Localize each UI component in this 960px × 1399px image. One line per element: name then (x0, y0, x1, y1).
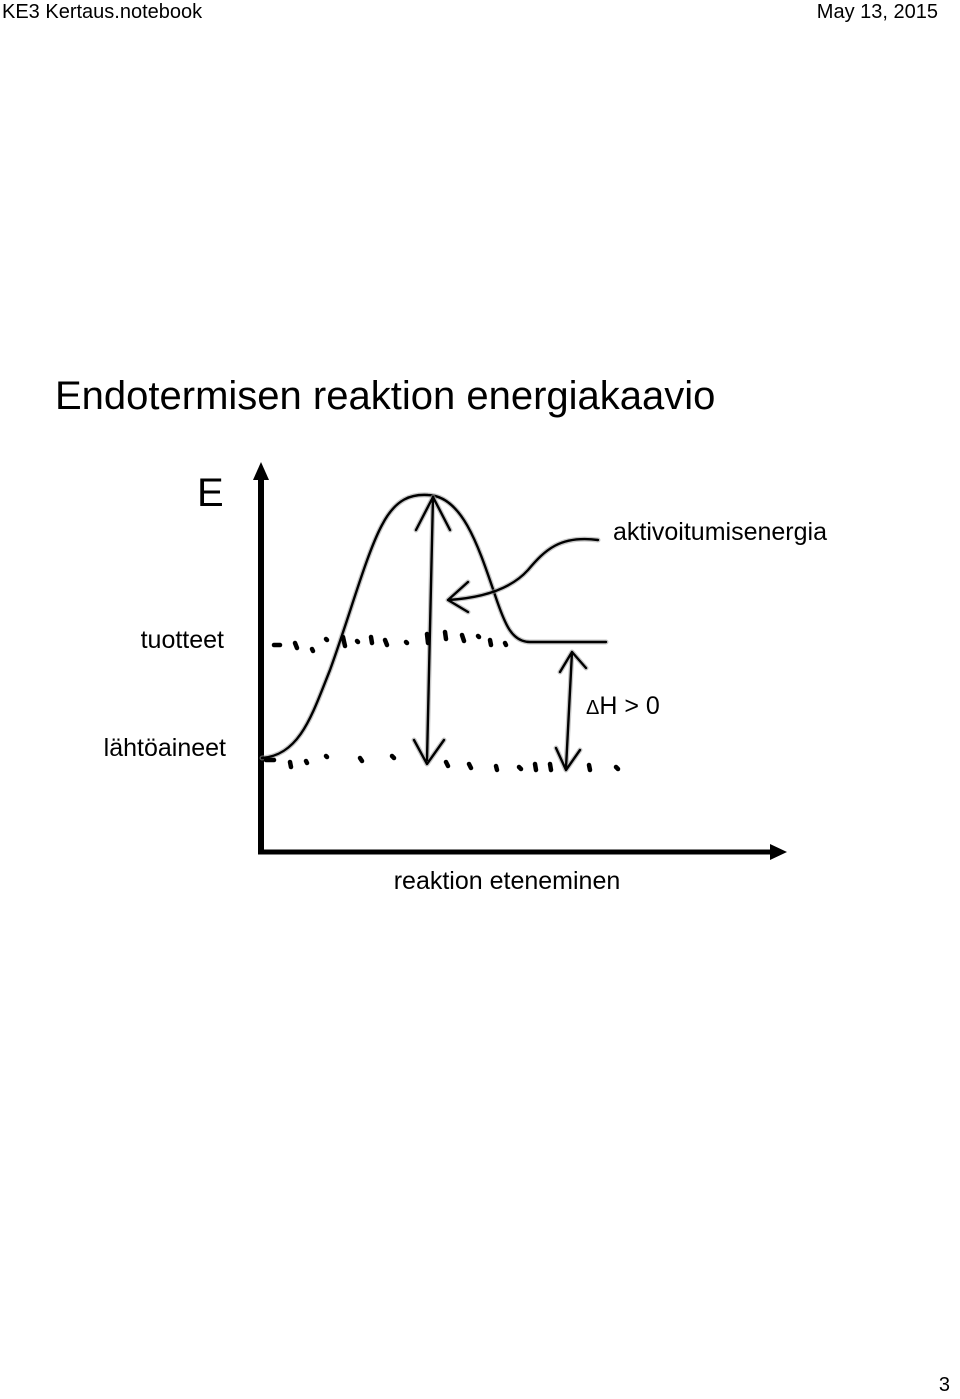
page-date: May 13, 2015 (816, 1, 938, 23)
energy-diagram: E aktivoitumisenergia tuotteet lähtöaine… (104, 462, 827, 895)
delta-h-value: H > 0 (599, 692, 659, 720)
activation-energy-arrow (412, 495, 452, 766)
products-level-dotted-line (271, 629, 509, 654)
delta-symbol: Δ (586, 697, 599, 719)
y-axis-label: E (197, 471, 224, 515)
page-number: 3 (938, 1374, 950, 1396)
delta-h-arrow (554, 650, 588, 772)
reactants-label: lähtöaineet (104, 734, 226, 762)
x-axis-label: reaktion eteneminen (394, 867, 621, 895)
y-axis-arrowhead (253, 462, 269, 480)
products-label: tuotteet (141, 626, 224, 654)
activation-energy-label: aktivoitumisenergia (613, 518, 827, 546)
notebook-name: KE3 Kertaus.notebook (2, 1, 203, 23)
energy-curve (260, 493, 608, 760)
delta-h-label: ΔH > 0 (586, 692, 660, 720)
label-pointer-arrow (446, 537, 600, 614)
page-title: Endotermisen reaktion energiakaavio (55, 374, 716, 418)
x-axis-arrowhead (770, 844, 787, 860)
reactants-level-dotted-line (263, 753, 621, 773)
